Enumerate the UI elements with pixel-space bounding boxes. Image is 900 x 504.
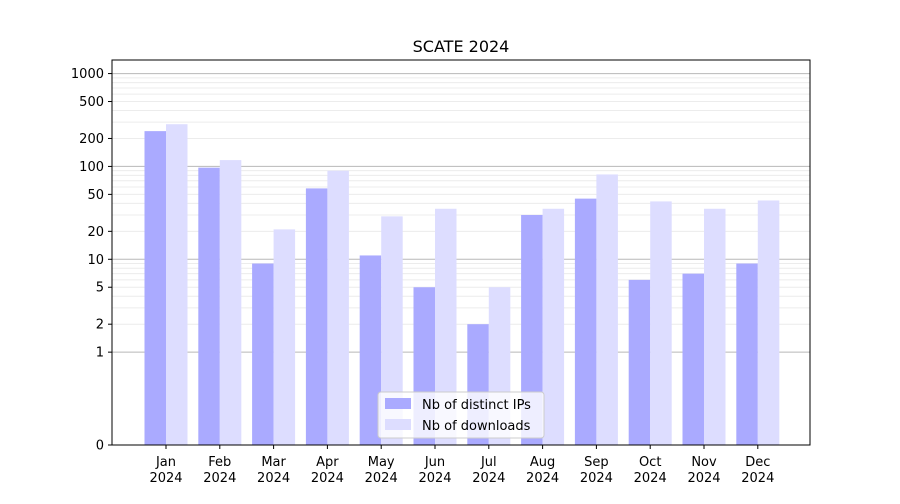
y-tick-label: 0 [96,439,104,454]
bar-distinct-ips [521,214,543,445]
y-tick-label: 100 [79,160,104,175]
bar-downloads [219,160,242,445]
bar-downloads [381,216,403,445]
x-axis: Jan2024Feb2024Mar2024Apr2024May2024Jun20… [149,445,774,486]
x-tick-label-year: 2024 [687,471,720,486]
legend-label-distinct-ips: Nb of distinct IPs [422,398,531,413]
x-tick-label-year: 2024 [741,471,774,486]
x-tick-label-month: Mar [261,455,286,470]
y-tick-label: 2 [96,318,104,333]
x-tick-label-month: Jul [480,455,497,470]
legend-frame [377,391,545,439]
x-tick-label-month: Aug [530,455,555,470]
x-tick-label-month: Dec [745,455,770,470]
bar-downloads [757,200,780,445]
bar-downloads [650,201,672,445]
x-tick-label-year: 2024 [580,471,613,486]
y-tick-label: 200 [79,132,104,147]
x-tick-label-year: 2024 [634,471,667,486]
x-tick-label-month: Sep [584,455,609,470]
bar-distinct-ips [144,131,166,446]
x-tick-label-year: 2024 [149,471,182,486]
bar-downloads [596,174,618,446]
y-tick-label: 1 [96,346,104,361]
x-tick-label-month: Oct [639,455,661,470]
x-tick-label-month: Feb [208,455,231,470]
x-tick-label-month: Jan [155,455,176,470]
bar-downloads [542,208,565,445]
chart-title: SCATE 2024 [413,37,510,56]
bar-distinct-ips [198,167,220,445]
legend: Nb of distinct IPs Nb of downloads [377,391,545,439]
axes-frame [111,59,811,446]
x-tick-label-year: 2024 [365,471,398,486]
x-tick-label-month: Jun [424,455,445,470]
bar-distinct-ips [682,273,704,445]
bar-downloads [273,229,296,445]
x-tick-label-year: 2024 [526,471,559,486]
x-tick-label-year: 2024 [311,471,344,486]
x-tick-label-month: Nov [691,455,717,470]
y-tick-label: 5 [96,281,104,296]
legend-label-downloads: Nb of downloads [422,419,531,434]
x-tick-label-year: 2024 [472,471,505,486]
bar-distinct-ips [736,263,758,445]
y-tick-label: 500 [79,95,104,110]
y-tick-label: 1000 [71,67,104,82]
y-axis: 0 1 2 5 10 20 50 100 200 500 1000 [71,67,112,454]
x-tick-label-month: May [368,455,395,470]
bar-distinct-ips [628,279,651,445]
legend-swatch-distinct-ips [385,398,411,409]
bar-distinct-ips [305,188,328,445]
bar-downloads [166,124,188,445]
bar-distinct-ips [252,263,274,445]
bar-distinct-ips [359,255,382,445]
x-tick-label-month: Apr [316,455,339,470]
legend-swatch-downloads [385,419,411,430]
bar-downloads [704,208,726,445]
bar-downloads [435,208,457,445]
y-tick-label: 50 [87,188,104,203]
bar-distinct-ips [574,198,597,445]
x-tick-label-year: 2024 [418,471,451,486]
y-tick-label: 10 [87,253,104,268]
bar-downloads [327,170,349,445]
x-tick-label-year: 2024 [257,471,290,486]
x-tick-label-year: 2024 [203,471,236,486]
y-tick-label: 20 [87,225,104,240]
